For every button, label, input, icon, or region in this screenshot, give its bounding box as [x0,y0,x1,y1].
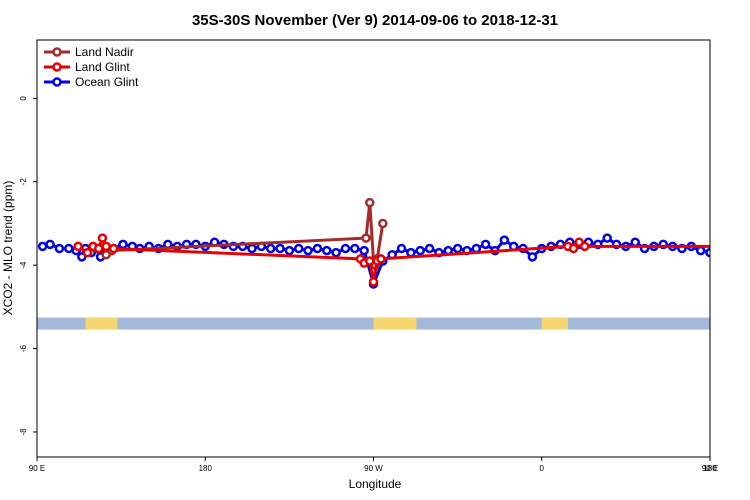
data-point [37,241,48,252]
legend-label: Ocean Glint [75,75,139,89]
legend-entry-land-glint: Land Glint [44,60,130,74]
legend-label: Land Glint [75,60,130,74]
data-point [101,241,111,252]
data-point [368,277,379,287]
x-axis-label: Longitude [349,477,402,491]
x-tick-label: 90 E [29,464,45,473]
data-point [365,256,375,266]
data-point [284,245,295,256]
data-point [97,233,108,243]
series-layer [37,197,750,289]
data-point [54,243,65,254]
data-point [340,243,351,254]
data-point [361,233,371,243]
data-point [350,243,360,254]
data-point [527,252,538,262]
x-tick-label: 180 [199,464,213,473]
legend-entry-ocean-glint: Ocean Glint [44,75,139,89]
x-tick-label: 90 E [702,464,718,473]
land-ocean-strip [37,317,710,330]
data-point [118,239,128,250]
data-point [73,241,83,252]
data-point [265,243,276,254]
legend-swatch-marker [52,62,62,72]
data-point [359,245,369,256]
data-point [396,243,407,254]
data-point [705,247,710,258]
data-point [630,237,640,247]
data-point [424,243,435,254]
y-tick-label: -2 [19,178,28,186]
data-point [247,243,257,254]
y-tick-label: -6 [19,344,28,352]
data-point [406,247,416,258]
x-tick-label: 180 [703,464,717,473]
data-point [480,239,491,250]
data-point [415,245,425,256]
series-line [105,202,385,270]
data-point [568,243,579,254]
land-segment [85,317,118,330]
data-point [93,243,104,254]
data-point [602,233,612,243]
land-segment [541,317,568,330]
data-point [744,251,750,258]
chart-title: 35S-30S November (Ver 9) 2014-09-06 to 2… [192,12,558,29]
y-tick-label: 0 [19,96,28,101]
y-axis-label: XCO2 - MLO trend (ppm) [1,181,15,316]
data-point [695,245,706,256]
data-point [365,197,375,208]
data-point [716,253,723,260]
legend-entry-land-nadir: Land Nadir [44,45,134,59]
data-point [64,243,74,254]
data-point [108,243,119,254]
data-point [725,245,732,252]
series-land-glint [73,233,710,287]
data-point [322,245,332,256]
legend-swatch-marker [52,47,62,57]
y-tick-label: -8 [19,428,28,436]
data-point [45,239,55,250]
data-point [293,243,304,254]
plot-area [37,197,750,330]
data-point [579,241,590,252]
data-point [376,254,386,264]
legend-swatch-marker [52,77,62,87]
data-point [499,235,510,245]
data-point [312,243,323,254]
data-point [735,247,742,254]
x-tick-label: 90 W [364,464,383,473]
data-point [378,218,388,229]
data-point [275,243,285,254]
x-tick-label: 0 [540,464,545,473]
legend-label: Land Nadir [75,45,134,59]
data-point [331,247,341,258]
data-point [303,245,313,256]
data-point [82,247,93,258]
data-point [452,243,463,254]
series-ocean-glint [37,233,750,289]
y-axis: 0 -2 -4 -6 -8 [19,96,37,436]
y-tick-label: -4 [19,261,28,269]
legend: Land Nadir Land Glint Ocean Glint [44,45,139,89]
land-segment [373,317,417,330]
